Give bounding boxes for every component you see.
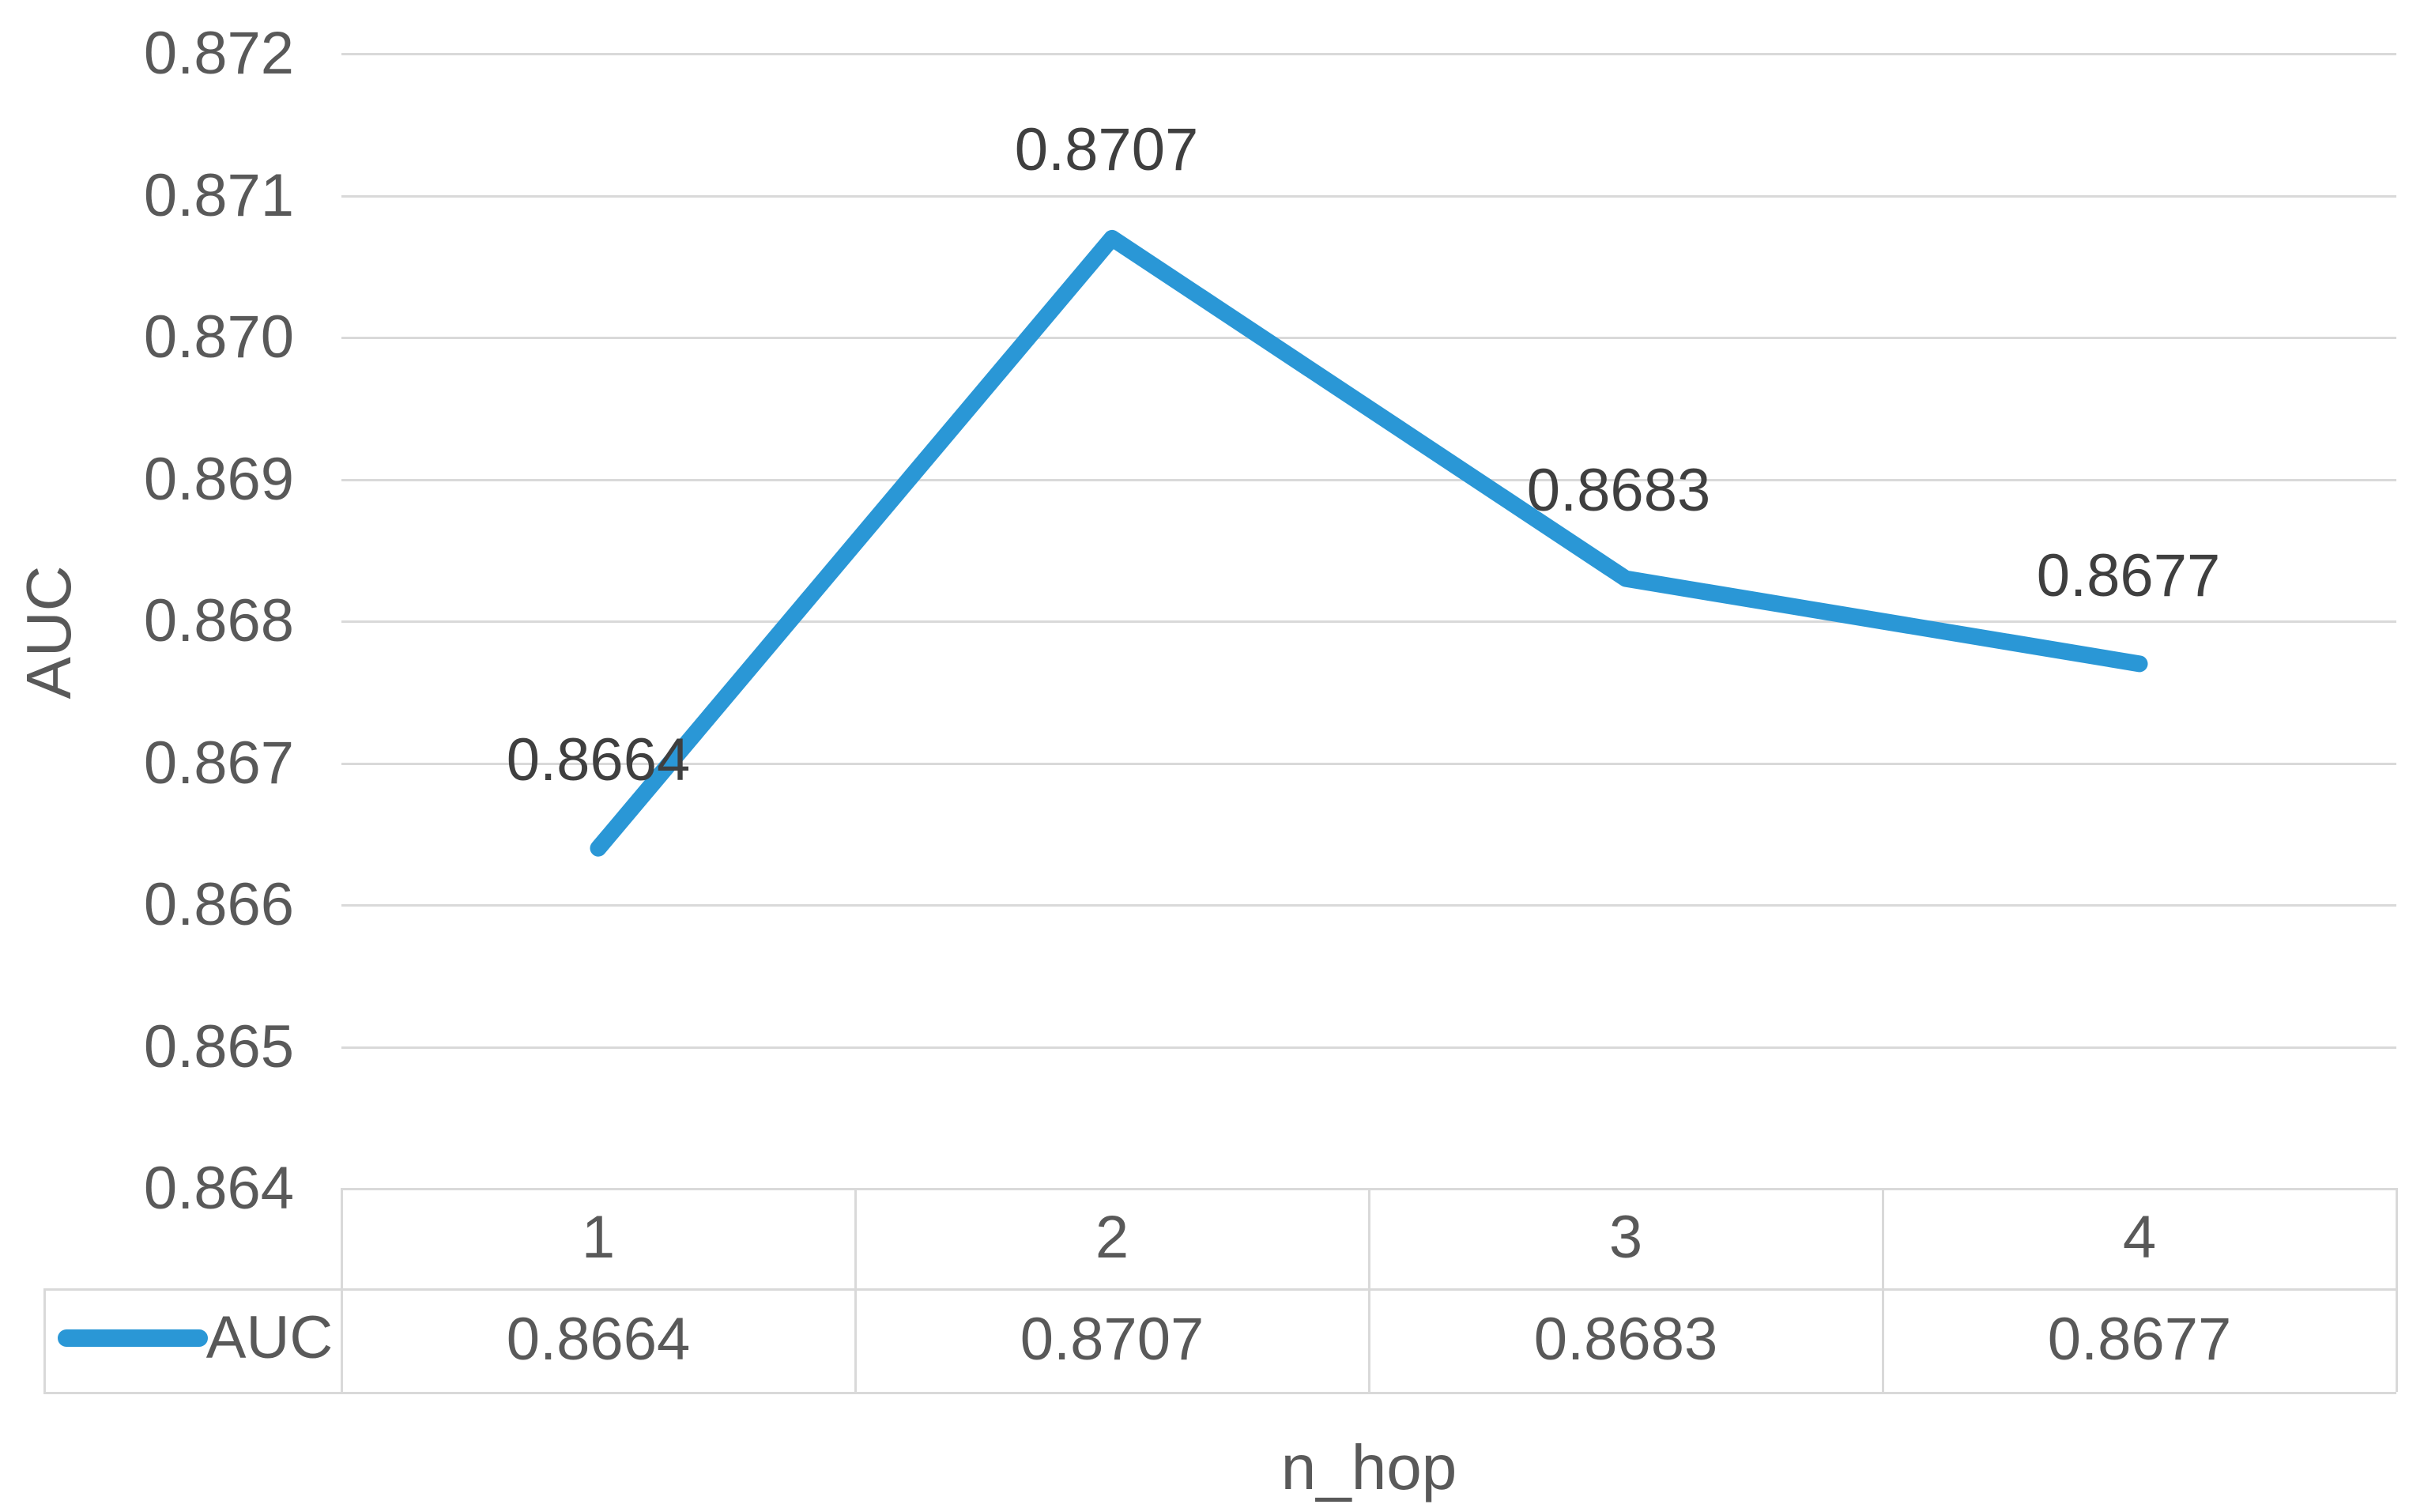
- table-border: [1882, 1188, 1884, 1392]
- data-label: 0.8707: [1014, 116, 1199, 184]
- gridline: [341, 337, 2396, 339]
- table-border: [2396, 1188, 2398, 1392]
- gridline: [341, 904, 2396, 907]
- legend-line-swatch: [58, 1329, 208, 1347]
- y-axis-tick-label: 0.868: [143, 587, 294, 654]
- data-label: 0.8677: [2036, 541, 2221, 609]
- table-header-cell: 2: [1095, 1204, 1129, 1271]
- y-axis-tick-label: 0.871: [143, 161, 294, 229]
- gridline: [341, 194, 2396, 198]
- data-label: 0.8683: [1526, 457, 1711, 525]
- gridline: [341, 620, 2396, 623]
- y-axis-tick-label: 0.865: [143, 1012, 294, 1080]
- y-axis-tick-label: 0.864: [143, 1155, 294, 1222]
- table-header-cell: 1: [581, 1204, 616, 1271]
- table-border: [1368, 1188, 1370, 1392]
- table-value-cell: 0.8677: [2047, 1306, 2232, 1373]
- gridline: [341, 1046, 2396, 1049]
- y-axis-tick-label: 0.872: [143, 20, 294, 87]
- table-border: [43, 1392, 2396, 1394]
- legend-key-label: AUC: [205, 1304, 334, 1371]
- x-axis-title: n_hop: [1280, 1432, 1457, 1503]
- gridline: [341, 53, 2396, 55]
- y-axis-tick-label: 0.867: [143, 729, 294, 797]
- table-header-cell: 4: [2122, 1204, 2157, 1271]
- table-border: [854, 1188, 857, 1392]
- auc-series-line: [590, 229, 2148, 857]
- data-label: 0.8664: [506, 726, 691, 794]
- table-value-cell: 0.8683: [1533, 1306, 1718, 1373]
- table-border: [43, 1288, 2396, 1291]
- gridline: [341, 478, 2396, 481]
- table-value-cell: 0.8707: [1020, 1306, 1204, 1373]
- gridline: [341, 762, 2396, 765]
- table-border: [341, 1188, 343, 1392]
- table-border: [43, 1288, 46, 1392]
- y-axis-tick-label: 0.869: [143, 445, 294, 513]
- table-header-cell: 3: [1608, 1204, 1643, 1271]
- table-value-cell: 0.8664: [506, 1306, 691, 1373]
- y-axis-tick-label: 0.870: [143, 304, 294, 371]
- y-axis-tick-label: 0.866: [143, 871, 294, 938]
